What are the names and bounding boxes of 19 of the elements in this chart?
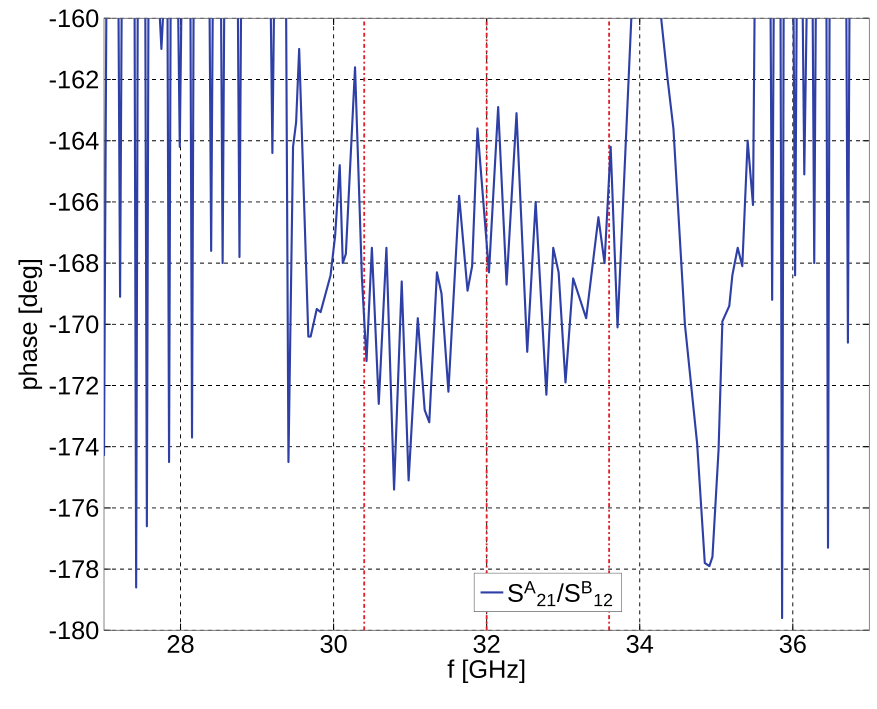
y-tick-label: -170: [50, 315, 98, 334]
x-tick-label: 36: [780, 635, 806, 653]
y-tick-label: -180: [50, 621, 98, 640]
legend-label: S$^{A}$$_{21}$/S$^{B}$12: [508, 581, 612, 606]
y-tick-label: -162: [50, 70, 98, 88]
x-tick-label: 34: [626, 635, 654, 653]
y-tick-label: -172: [50, 376, 98, 394]
y-tick-label: -164: [50, 132, 99, 150]
y-tick-label: -174: [50, 438, 99, 456]
x-axis-title: f [GHz]: [448, 659, 524, 684]
x-tick-label: 28: [168, 635, 194, 653]
y-axis-title: phase [deg]: [18, 260, 42, 389]
x-tick-label: 32: [474, 635, 500, 653]
y-tick-label: -160: [50, 9, 98, 28]
y-tick-label: -176: [50, 498, 98, 517]
y-tick-label: -166: [50, 192, 98, 211]
y-tick-label: -168: [50, 254, 98, 272]
x-tick-label: 30: [320, 635, 347, 653]
y-tick-label: -178: [50, 560, 98, 578]
